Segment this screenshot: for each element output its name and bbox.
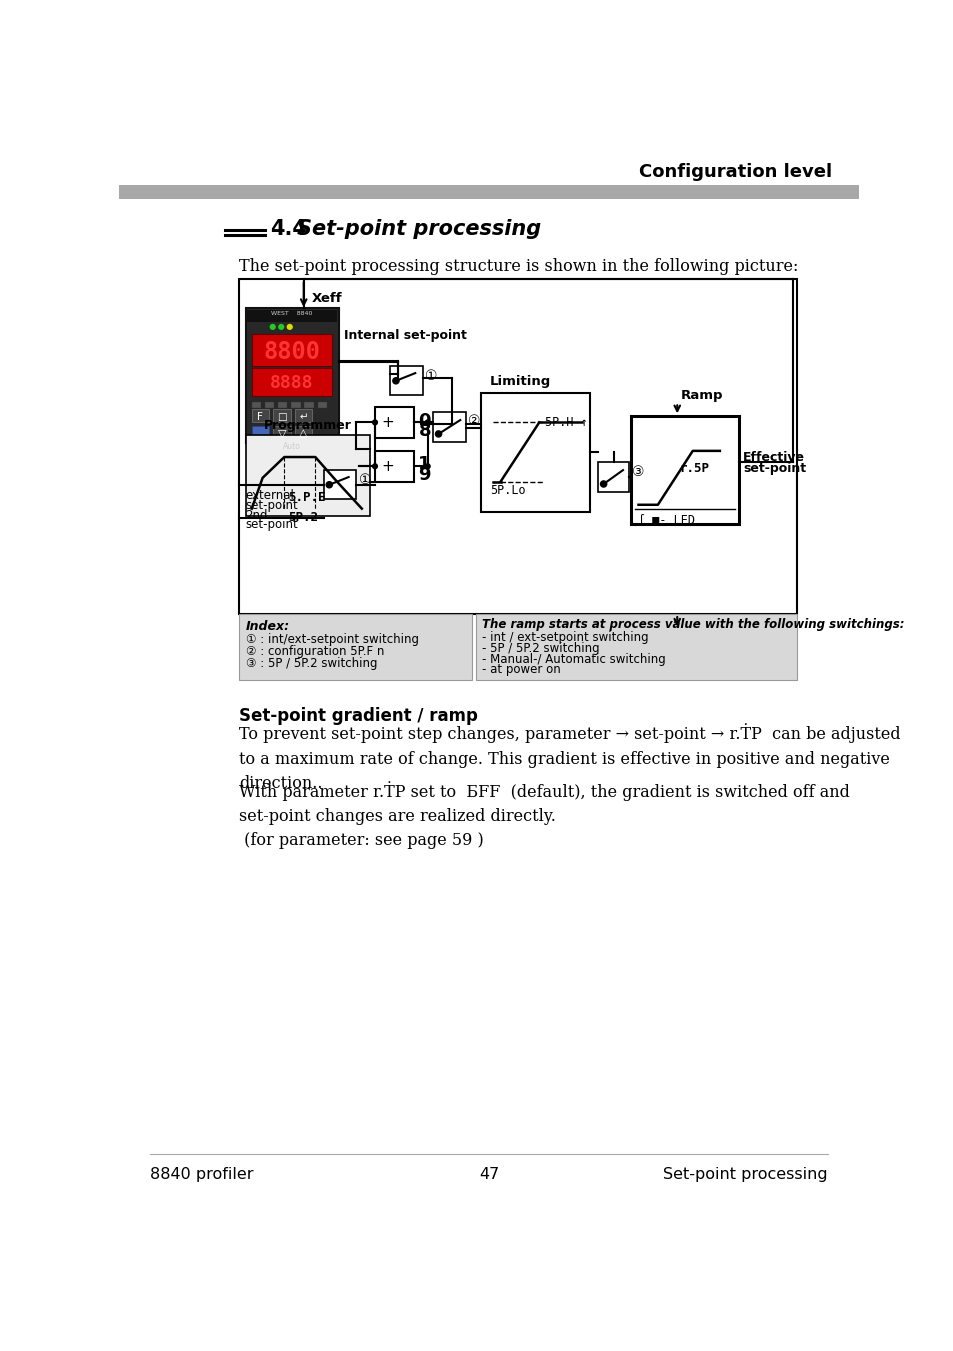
Text: 4.4: 4.4: [270, 219, 307, 239]
Bar: [294, 408, 312, 423]
Text: The ramp starts at process value with the following switchings:: The ramp starts at process value with th…: [481, 617, 903, 631]
Text: 1: 1: [418, 455, 431, 473]
Bar: [375, 451, 414, 482]
Circle shape: [393, 378, 398, 384]
Circle shape: [286, 324, 293, 330]
Bar: [245, 435, 369, 516]
Circle shape: [372, 463, 377, 469]
Text: - Manual-/ Automatic switching: - Manual-/ Automatic switching: [481, 653, 665, 666]
Text: Programmer: Programmer: [263, 419, 351, 431]
Text: Limiting: Limiting: [489, 376, 550, 389]
Text: Set-point processing: Set-point processing: [297, 219, 541, 239]
Text: 47: 47: [478, 1167, 498, 1182]
Bar: [252, 334, 332, 366]
Text: 8840 profiler: 8840 profiler: [150, 1167, 253, 1182]
Bar: [375, 407, 414, 438]
Text: 2nd: 2nd: [245, 508, 268, 521]
Circle shape: [424, 463, 431, 469]
Text: +: +: [381, 459, 394, 474]
Text: 8888: 8888: [270, 374, 314, 392]
Text: - int / ext-setpoint switching: - int / ext-setpoint switching: [481, 631, 648, 644]
Circle shape: [435, 431, 441, 436]
Text: ▽: ▽: [277, 428, 286, 438]
Bar: [252, 426, 269, 440]
Text: Configuration level: Configuration level: [639, 162, 831, 181]
Text: ① : int/ext-setpoint switching: ① : int/ext-setpoint switching: [245, 632, 418, 646]
Text: 8800: 8800: [263, 339, 320, 363]
Text: set-point: set-point: [245, 517, 298, 531]
Bar: [480, 393, 589, 512]
Bar: [630, 416, 739, 524]
Circle shape: [270, 324, 275, 330]
Text: set-point: set-point: [742, 462, 805, 476]
Bar: [252, 369, 332, 396]
Bar: [239, 615, 472, 680]
Text: - 5P / 5P.2 switching: - 5P / 5P.2 switching: [481, 642, 598, 655]
Circle shape: [326, 482, 332, 488]
Text: ② : configuration 5P.F n: ② : configuration 5P.F n: [245, 644, 383, 658]
Text: 0: 0: [418, 412, 431, 430]
Text: ①: ①: [358, 473, 371, 488]
Text: The set-point processing structure is shown in the following picture:: The set-point processing structure is sh…: [239, 258, 798, 276]
Bar: [433, 412, 465, 442]
Text: ③: ③: [631, 465, 643, 478]
Text: Index:: Index:: [245, 620, 290, 634]
Text: ①: ①: [425, 369, 437, 384]
Bar: [317, 403, 327, 408]
Bar: [390, 366, 422, 396]
Circle shape: [372, 419, 377, 426]
Text: ③ : 5P / 5P.2 switching: ③ : 5P / 5P.2 switching: [245, 657, 376, 670]
Bar: [598, 462, 629, 492]
Bar: [294, 426, 312, 440]
Circle shape: [424, 419, 431, 426]
Text: 5P.2: 5P.2: [288, 511, 318, 524]
Bar: [265, 403, 274, 408]
Text: Set-point processing: Set-point processing: [662, 1167, 827, 1182]
Text: external: external: [245, 489, 294, 503]
Bar: [245, 308, 338, 443]
Text: 5.P.E: 5.P.E: [288, 490, 325, 504]
Bar: [247, 309, 336, 323]
Text: set-point: set-point: [245, 499, 298, 512]
Text: Set-point gradient / ramp: Set-point gradient / ramp: [239, 707, 477, 724]
Text: To prevent set-point step changes, parameter → set-point → r.ṪP  can be adjusted: To prevent set-point step changes, param…: [239, 723, 900, 792]
Text: Xeff: Xeff: [311, 292, 342, 305]
Bar: [278, 403, 287, 408]
Circle shape: [599, 481, 606, 488]
Text: r.5P: r.5P: [679, 462, 708, 476]
Text: F: F: [257, 412, 263, 422]
Text: +: +: [381, 415, 394, 430]
Bar: [304, 403, 314, 408]
Bar: [476, 615, 797, 680]
Bar: [239, 280, 797, 615]
Bar: [252, 408, 269, 423]
Bar: [274, 408, 291, 423]
Text: Ramp: Ramp: [680, 389, 723, 403]
Text: 5P.Lo: 5P.Lo: [490, 484, 525, 497]
Text: Effective: Effective: [742, 451, 804, 463]
Text: Auto: Auto: [283, 442, 301, 451]
Text: 9: 9: [418, 466, 431, 484]
Text: With parameter r.ṪP set to  БFF  (default), the gradient is switched off and
set: With parameter r.ṪP set to БFF (default)…: [239, 781, 849, 850]
Bar: [323, 470, 356, 500]
Text: △: △: [299, 428, 308, 438]
Text: 5P.H ↑: 5P.H ↑: [544, 416, 587, 430]
Circle shape: [278, 324, 284, 330]
Text: Internal set-point: Internal set-point: [344, 330, 466, 342]
Bar: [252, 403, 261, 408]
Bar: [274, 426, 291, 440]
Text: ∫ ■- LED: ∫ ■- LED: [638, 513, 695, 527]
Text: ↵: ↵: [299, 412, 308, 422]
Text: WEST    8840: WEST 8840: [271, 311, 313, 316]
Bar: [291, 403, 300, 408]
Text: - at power on: - at power on: [481, 663, 560, 677]
Text: □: □: [276, 412, 287, 422]
Bar: [119, 185, 858, 199]
Text: ②: ②: [468, 413, 480, 428]
Text: 8: 8: [418, 423, 431, 440]
